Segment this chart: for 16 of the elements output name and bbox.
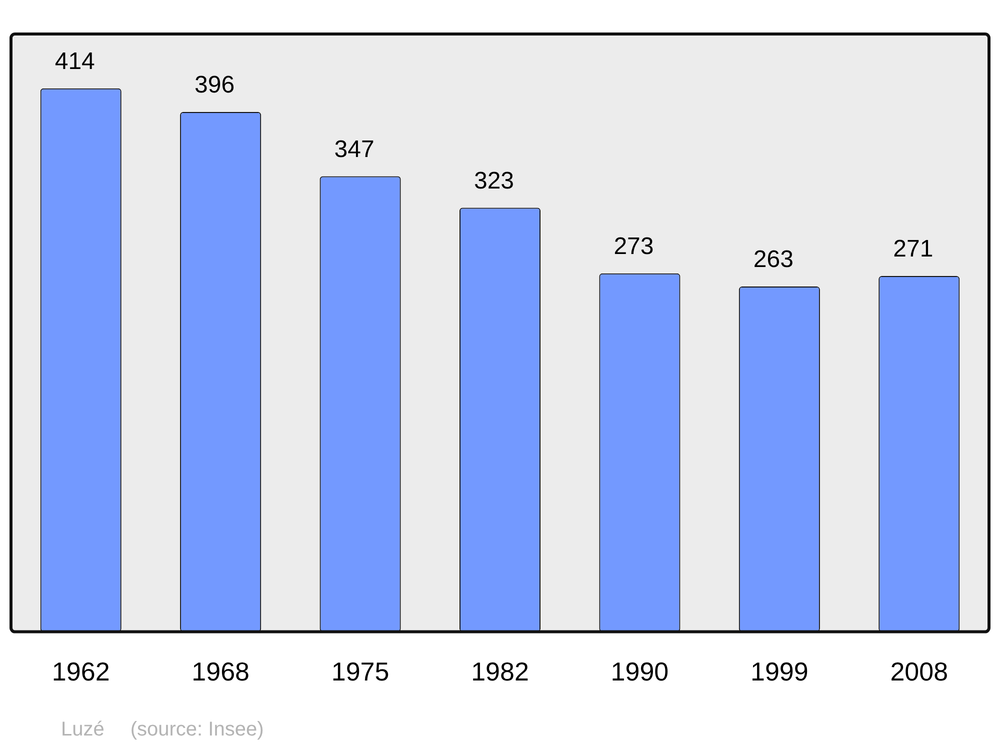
data-label: 414	[54, 48, 95, 75]
data-label: 347	[334, 136, 374, 163]
x-tick-label: 1975	[331, 656, 390, 687]
text: Luzé	[61, 718, 104, 741]
x-tick-label: 1962	[52, 656, 110, 687]
x-tick-label: 1999	[750, 656, 808, 687]
data-label: 273	[614, 233, 654, 260]
x-tick-label: 2008	[890, 656, 948, 687]
data-label: 396	[194, 72, 235, 99]
text: (source: Insee)	[130, 718, 264, 741]
x-tick-label: 1990	[610, 656, 669, 687]
data-label: 271	[893, 236, 934, 263]
data-label: 323	[474, 167, 514, 194]
data-label: 263	[753, 246, 794, 274]
x-tick-label: 1982	[471, 656, 529, 687]
x-tick-label: 1968	[192, 656, 250, 687]
